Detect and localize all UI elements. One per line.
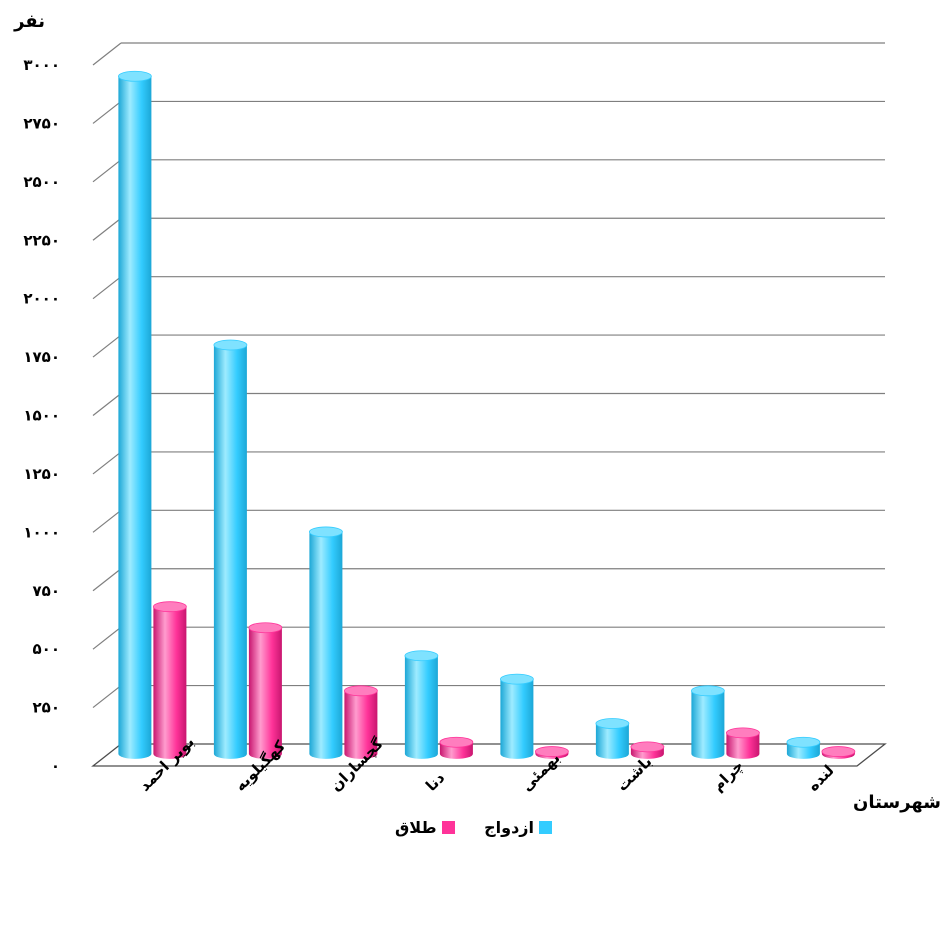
- legend: ازدواج طلاق: [0, 818, 947, 838]
- bar-body: [309, 531, 343, 759]
- bar-body: [726, 732, 760, 759]
- bar-marriage: [786, 736, 821, 759]
- y-tick-label: ۳۰۰۰: [23, 56, 60, 74]
- bar-marriage: [595, 718, 630, 759]
- bar-marriage: [500, 673, 534, 759]
- bar-top: [152, 601, 187, 613]
- legend-item-marriage: ازدواج: [484, 818, 552, 837]
- bar-divorce: [152, 601, 187, 759]
- bar-body: [404, 655, 438, 759]
- gridline-depth: [92, 334, 122, 358]
- bar-divorce: [248, 622, 283, 759]
- bar-top: [248, 622, 283, 634]
- y-tick-label: ۰: [51, 757, 60, 775]
- y-tick-label: ۵۰۰: [33, 640, 60, 658]
- bar-divorce: [343, 685, 378, 759]
- x-axis-title: شهرستان: [853, 792, 941, 813]
- bar-marriage: [691, 685, 725, 759]
- bar-top: [343, 685, 378, 697]
- gridline-depth: [92, 451, 122, 475]
- y-tick-label: ۲۷۵۰: [23, 114, 60, 132]
- gridline-depth: [92, 509, 122, 533]
- y-tick-labels: ۰ ۲۵۰ ۵۰۰ ۷۵۰ ۱۰۰۰ ۱۲۵۰ ۱۵۰۰ ۱۷۵۰ ۲۰۰۰ ۲۲۵۰ ۲۵۰۰ ۲۷…: [23, 56, 60, 775]
- bar-top: [691, 685, 725, 697]
- gridline-depth: [92, 393, 122, 416]
- bar-divorce: [630, 741, 665, 759]
- bar-top: [500, 673, 534, 685]
- legend-label-marriage: ازدواج: [484, 818, 534, 837]
- bar-marriage: [404, 650, 439, 759]
- y-tick-label: ۲۵۰۰: [23, 173, 60, 191]
- bar-top: [404, 650, 439, 662]
- chart-floor: [91, 743, 887, 767]
- bar-body: [500, 679, 534, 759]
- bar-body: [213, 344, 247, 759]
- bar-body: [153, 606, 187, 759]
- bar-top: [821, 746, 856, 757]
- gridline-depth: [92, 217, 122, 241]
- bar-marriage: [213, 339, 248, 759]
- y-tick-label: ۱۰۰۰: [23, 523, 60, 541]
- bar-top: [786, 736, 821, 748]
- legend-label-divorce: طلاق: [395, 818, 437, 837]
- bar-body: [691, 690, 725, 759]
- bar-top: [439, 736, 474, 748]
- bar-top: [726, 727, 760, 739]
- bar-body: [344, 690, 378, 759]
- bars: [117, 70, 856, 759]
- y-tick-label: ۱۵۰۰: [23, 407, 60, 425]
- legend-swatch-divorce: [441, 821, 455, 834]
- bar-top: [213, 339, 248, 351]
- y-tick-label: ۱۲۵۰: [23, 465, 60, 483]
- bar-top: [630, 741, 665, 753]
- gridline-depth: [92, 626, 122, 650]
- legend-swatch-marriage: [538, 821, 552, 834]
- y-tick-label: ۲۲۵۰: [23, 231, 60, 249]
- floor: [91, 743, 887, 767]
- gridline-depth: [92, 159, 122, 183]
- y-axis-title: نفر: [13, 11, 45, 32]
- bar-top: [117, 70, 152, 82]
- y-tick-label: ۲۵۰: [33, 699, 60, 717]
- bar-body: [118, 76, 152, 759]
- bar-divorce: [821, 746, 856, 759]
- bar-marriage: [308, 526, 343, 759]
- bar-divorce: [439, 736, 474, 759]
- gridline-depth: [92, 685, 122, 709]
- bar-marriage: [117, 70, 152, 759]
- y-tick-label: ۱۷۵۰: [23, 348, 60, 366]
- category-label: دنا: [422, 768, 448, 794]
- y-tick-label: ۲۰۰۰: [23, 290, 60, 308]
- bar-body: [595, 723, 629, 759]
- y-tick-label: ۷۵۰: [33, 582, 60, 600]
- bar-divorce: [535, 746, 569, 759]
- bar-body: [248, 627, 282, 759]
- gridline-depth: [92, 100, 122, 124]
- grid-lines: [92, 42, 885, 709]
- bar-divorce: [726, 727, 760, 759]
- gridline-depth: [92, 568, 122, 592]
- gridline-depth: [92, 42, 122, 66]
- legend-item-divorce: طلاق: [395, 818, 455, 837]
- bar-top: [595, 718, 630, 729]
- bar-top: [535, 746, 569, 757]
- bar-top: [308, 526, 343, 538]
- gridline-depth: [92, 276, 122, 300]
